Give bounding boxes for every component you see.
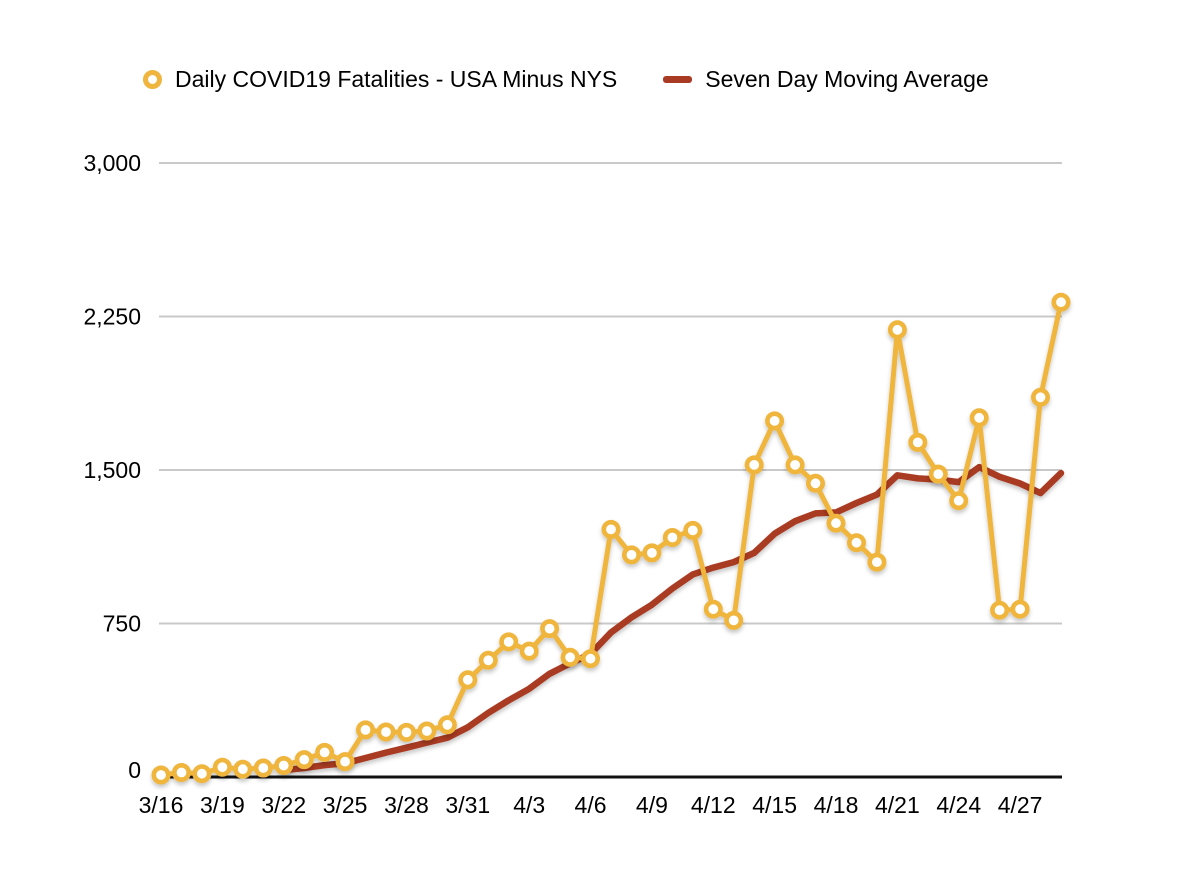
fatalities-marker [315, 742, 335, 762]
fatalities-marker [294, 750, 314, 770]
fatalities-marker [1031, 387, 1051, 407]
legend-item-fatalities: Daily COVID19 Fatalities - USA Minus NYS [143, 66, 617, 93]
fatalities-marker [355, 720, 375, 740]
fatalities-marker [540, 619, 560, 639]
gridlines [159, 162, 1062, 625]
fatalities-marker [192, 764, 212, 784]
fatalities-marker [274, 755, 294, 775]
fatalities-marker [212, 757, 232, 777]
fatalities-ring-marker-icon [143, 70, 162, 89]
fatalities-series [151, 292, 1071, 785]
fatalities-marker [172, 762, 192, 782]
fatalities-marker [724, 610, 744, 630]
fatalities-marker [826, 513, 846, 533]
fatalities-marker [683, 520, 703, 540]
x-axis-tick-label: 4/21 [875, 792, 920, 818]
fatalities-marker [458, 670, 478, 690]
fatalities-marker [1051, 292, 1071, 312]
fatalities-marker [580, 649, 600, 669]
x-axis-tick-label: 4/12 [691, 792, 736, 818]
fatalities-marker [969, 408, 989, 428]
y-axis-tick-label: 2,250 [83, 304, 141, 330]
fatalities-marker [1010, 599, 1030, 619]
fatalities-marker [376, 722, 396, 742]
legend-item-moving-average: Seven Day Moving Average [663, 66, 989, 93]
fatalities-marker [744, 455, 764, 475]
fatalities-marker [233, 759, 253, 779]
fatalities-marker [417, 721, 437, 741]
legend-label-moving-average: Seven Day Moving Average [705, 66, 989, 92]
fatalities-marker [785, 455, 805, 475]
fatalities-marker [601, 519, 621, 539]
x-axis-tick-label: 4/9 [636, 792, 668, 818]
legend: Daily COVID19 Fatalities - USA Minus NYS… [143, 66, 989, 93]
fatalities-marker [335, 752, 355, 772]
x-axis-tick-label: 4/27 [998, 792, 1043, 818]
y-axis-tick-label: 3,000 [83, 150, 141, 176]
moving-average-series [280, 463, 1065, 774]
fatalities-marker [867, 552, 887, 572]
moving-average-dash-icon [663, 76, 693, 83]
fatalities-marker [805, 473, 825, 493]
x-axis-tick-label: 4/15 [752, 792, 797, 818]
x-axis-tick-label: 3/25 [323, 792, 368, 818]
x-axis-tick-label: 3/22 [261, 792, 306, 818]
axis-labels: 0 750 1,500 2,250 3,000 3/16 3/19 3/22 3/25 3/28 3… [83, 150, 1042, 818]
fatalities-marker [253, 758, 273, 778]
fatalities-marker [846, 533, 866, 553]
fatalities-marker [908, 432, 928, 452]
y-axis-tick-label: 750 [103, 611, 141, 637]
fatalities-marker [560, 647, 580, 667]
y-axis-tick-label: 1,500 [83, 457, 141, 483]
x-axis-tick-label: 4/24 [936, 792, 981, 818]
x-axis-tick-label: 3/16 [139, 792, 184, 818]
fatalities-marker [887, 320, 907, 340]
x-axis-tick-label: 4/6 [575, 792, 607, 818]
x-axis-tick-label: 4/3 [513, 792, 545, 818]
fatalities-marker [621, 545, 641, 565]
fatalities-marker [437, 715, 457, 735]
fatalities-marker [499, 632, 519, 652]
fatalities-marker [642, 543, 662, 563]
fatalities-marker [396, 722, 416, 742]
x-axis-tick-label: 4/18 [814, 792, 859, 818]
fatalities-marker [478, 650, 498, 670]
y-axis-tick-label: 0 [128, 757, 141, 783]
fatalities-marker [990, 600, 1010, 620]
fatalities-marker [151, 765, 171, 785]
x-axis-tick-label: 3/28 [384, 792, 429, 818]
legend-label-fatalities: Daily COVID19 Fatalities - USA Minus NYS [175, 66, 618, 92]
fatalities-marker [928, 464, 948, 484]
moving-average-line [280, 463, 1065, 774]
fatalities-marker [519, 641, 539, 661]
fatalities-marker [765, 411, 785, 431]
x-axis-tick-label: 3/19 [200, 792, 245, 818]
x-axis-tick-label: 3/31 [445, 792, 490, 818]
fatalities-marker [949, 491, 969, 511]
fatalities-marker [662, 527, 682, 547]
series [151, 292, 1071, 785]
fatalities-marker [703, 599, 723, 619]
